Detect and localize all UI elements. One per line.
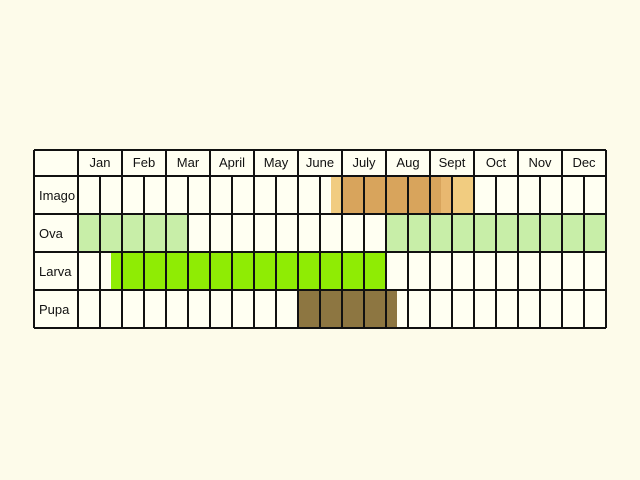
month-label-dec: Dec [572,155,596,170]
month-label-oct: Oct [486,155,507,170]
month-label-april: April [219,155,245,170]
row-label-larva: Larva [39,264,72,279]
month-label-july: July [352,155,376,170]
period-bar-imago-3 [452,176,474,214]
period-bar-imago-2 [441,176,452,214]
period-bar-larva-0 [111,252,386,290]
row-label-ova: Ova [39,226,64,241]
period-bar-imago-0 [331,176,342,214]
row-label-imago: Imago [39,188,75,203]
month-label-aug: Aug [396,155,419,170]
period-bar-ova-0 [78,214,188,252]
period-bar-imago-1 [342,176,441,214]
row-label-pupa: Pupa [39,302,70,317]
month-label-nov: Nov [528,155,552,170]
month-label-june: June [306,155,334,170]
month-label-mar: Mar [177,155,200,170]
month-label-may: May [264,155,289,170]
month-label-jan: Jan [90,155,111,170]
month-label-sept: Sept [439,155,466,170]
period-bar-pupa-0 [298,290,397,328]
month-label-feb: Feb [133,155,155,170]
